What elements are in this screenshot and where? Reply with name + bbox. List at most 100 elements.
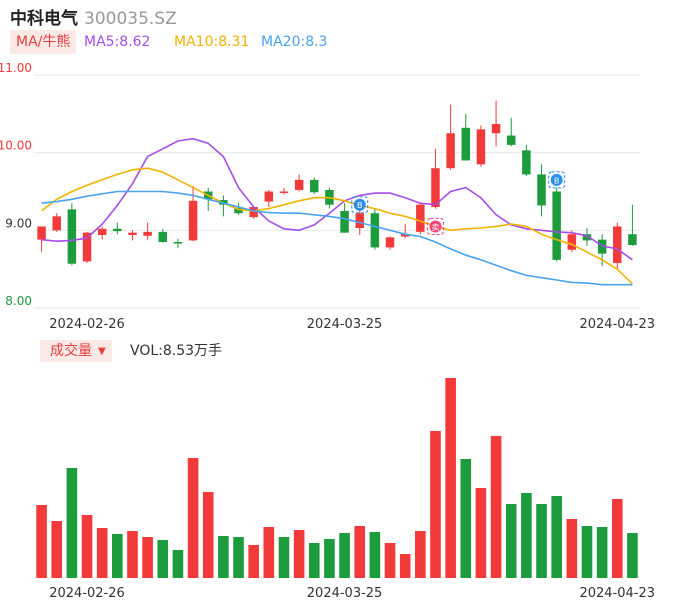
volume-bar [521,493,532,578]
candle-body [113,228,122,232]
signal-frame [548,171,566,189]
volume-bar [611,499,623,578]
candle-body [613,226,622,263]
volume-bar [36,505,47,578]
volume-bar [536,504,547,578]
volume-bar [551,496,562,578]
candle-body [128,232,137,235]
volume-bar [278,537,290,578]
volume-bar [445,378,456,578]
ma10-line [41,167,633,285]
volume-date-tick: 2024-04-23 [579,586,655,601]
candle-body [67,209,77,264]
candle-body [310,179,319,193]
ma10-label: MA10:8.31 [174,34,250,50]
volume-bar [263,527,275,578]
volume-bar [112,534,123,578]
candle-body [628,234,637,246]
volume-bar [96,528,108,578]
volume-bar [505,504,517,578]
candle-body [431,168,440,208]
candle-body [52,216,61,231]
candle-body [400,234,410,237]
volume-bar [627,533,638,578]
candle-body [385,237,395,248]
ma20-line [41,190,633,286]
candle-body [552,191,561,260]
volume-bar [324,539,335,578]
candle-body [82,232,92,262]
candle-body [264,191,274,202]
volume-bar [399,554,411,578]
candle-body [249,207,258,218]
volume-bar [596,527,608,578]
volume-date-tick: 2024-02-26 [49,586,125,601]
buy-signal-icon: B [548,171,566,189]
candle-body [506,135,516,145]
candle-body [294,179,304,190]
signal-glyph: B [357,201,363,210]
volume-bar [475,488,487,578]
candle-body [173,241,183,244]
candle-body [340,210,349,233]
candle-body [491,123,501,134]
volume-bar [430,431,441,578]
candle-body [461,127,471,161]
caret-down-icon: ▼ [98,346,106,357]
volume-bar [127,531,138,578]
candle-body [355,213,364,229]
volume-bar [460,459,472,578]
ma20-label: MA20:8.3 [261,34,328,50]
signal-frame [426,217,444,235]
volume-value: VOL:8.53万手 [130,343,223,359]
price-date-tick: 2024-04-23 [579,317,655,332]
volume-bar [490,436,502,578]
buy-signal-icon: B [351,196,369,214]
volume-bar [157,540,169,578]
candle-body [234,207,243,214]
stock-title: 中科电气 300035.SZ [10,4,177,29]
candle-body [97,228,107,235]
price-axis-tick: 8.00 [5,294,32,308]
price-axis-tick: 10.00 [0,139,32,153]
signal-glyph: B [554,176,560,185]
candle-body [37,226,46,240]
volume-bar [293,530,305,578]
volume-bar [172,550,184,578]
stock-name: 中科电气 [10,9,78,29]
signal-dot [429,220,442,233]
price-axis-tick: 9.00 [5,216,32,230]
volume-bar [142,537,153,578]
volume-bar [187,458,199,578]
price-date-tick: 2024-02-26 [49,317,125,332]
volume-bar [66,468,78,578]
price-axis-tick: 11.00 [0,61,32,75]
volume-bar [339,533,350,578]
volume-bar [51,521,63,578]
candle-body [188,200,198,241]
volume-bar [248,545,259,578]
volume-bar [218,536,229,578]
candle-body [476,129,486,165]
volume-bar [202,492,214,578]
signal-dot [550,173,563,186]
signal-glyph: 卖 [431,223,439,232]
volume-bar [308,543,320,578]
price-date-tick: 2024-03-25 [307,317,383,332]
volume-indicator-button[interactable]: 成交量 ▼ [40,340,112,362]
signal-dot [353,198,366,211]
ma-indicator-button[interactable]: MA/牛熊 [10,30,77,54]
sell-signal-icon: 卖 [426,217,444,235]
candle-body [522,150,531,175]
candle-body [158,231,168,242]
volume-date-tick: 2024-03-25 [307,586,383,601]
candle-body [143,231,152,236]
candle-body [416,204,425,232]
volume-bar [81,515,93,578]
volume-bar [566,519,578,578]
stock-code: 300035.SZ [84,9,177,29]
candle-body [537,174,546,206]
candle-body [567,234,577,250]
volume-indicator-label: 成交量 [50,343,92,359]
